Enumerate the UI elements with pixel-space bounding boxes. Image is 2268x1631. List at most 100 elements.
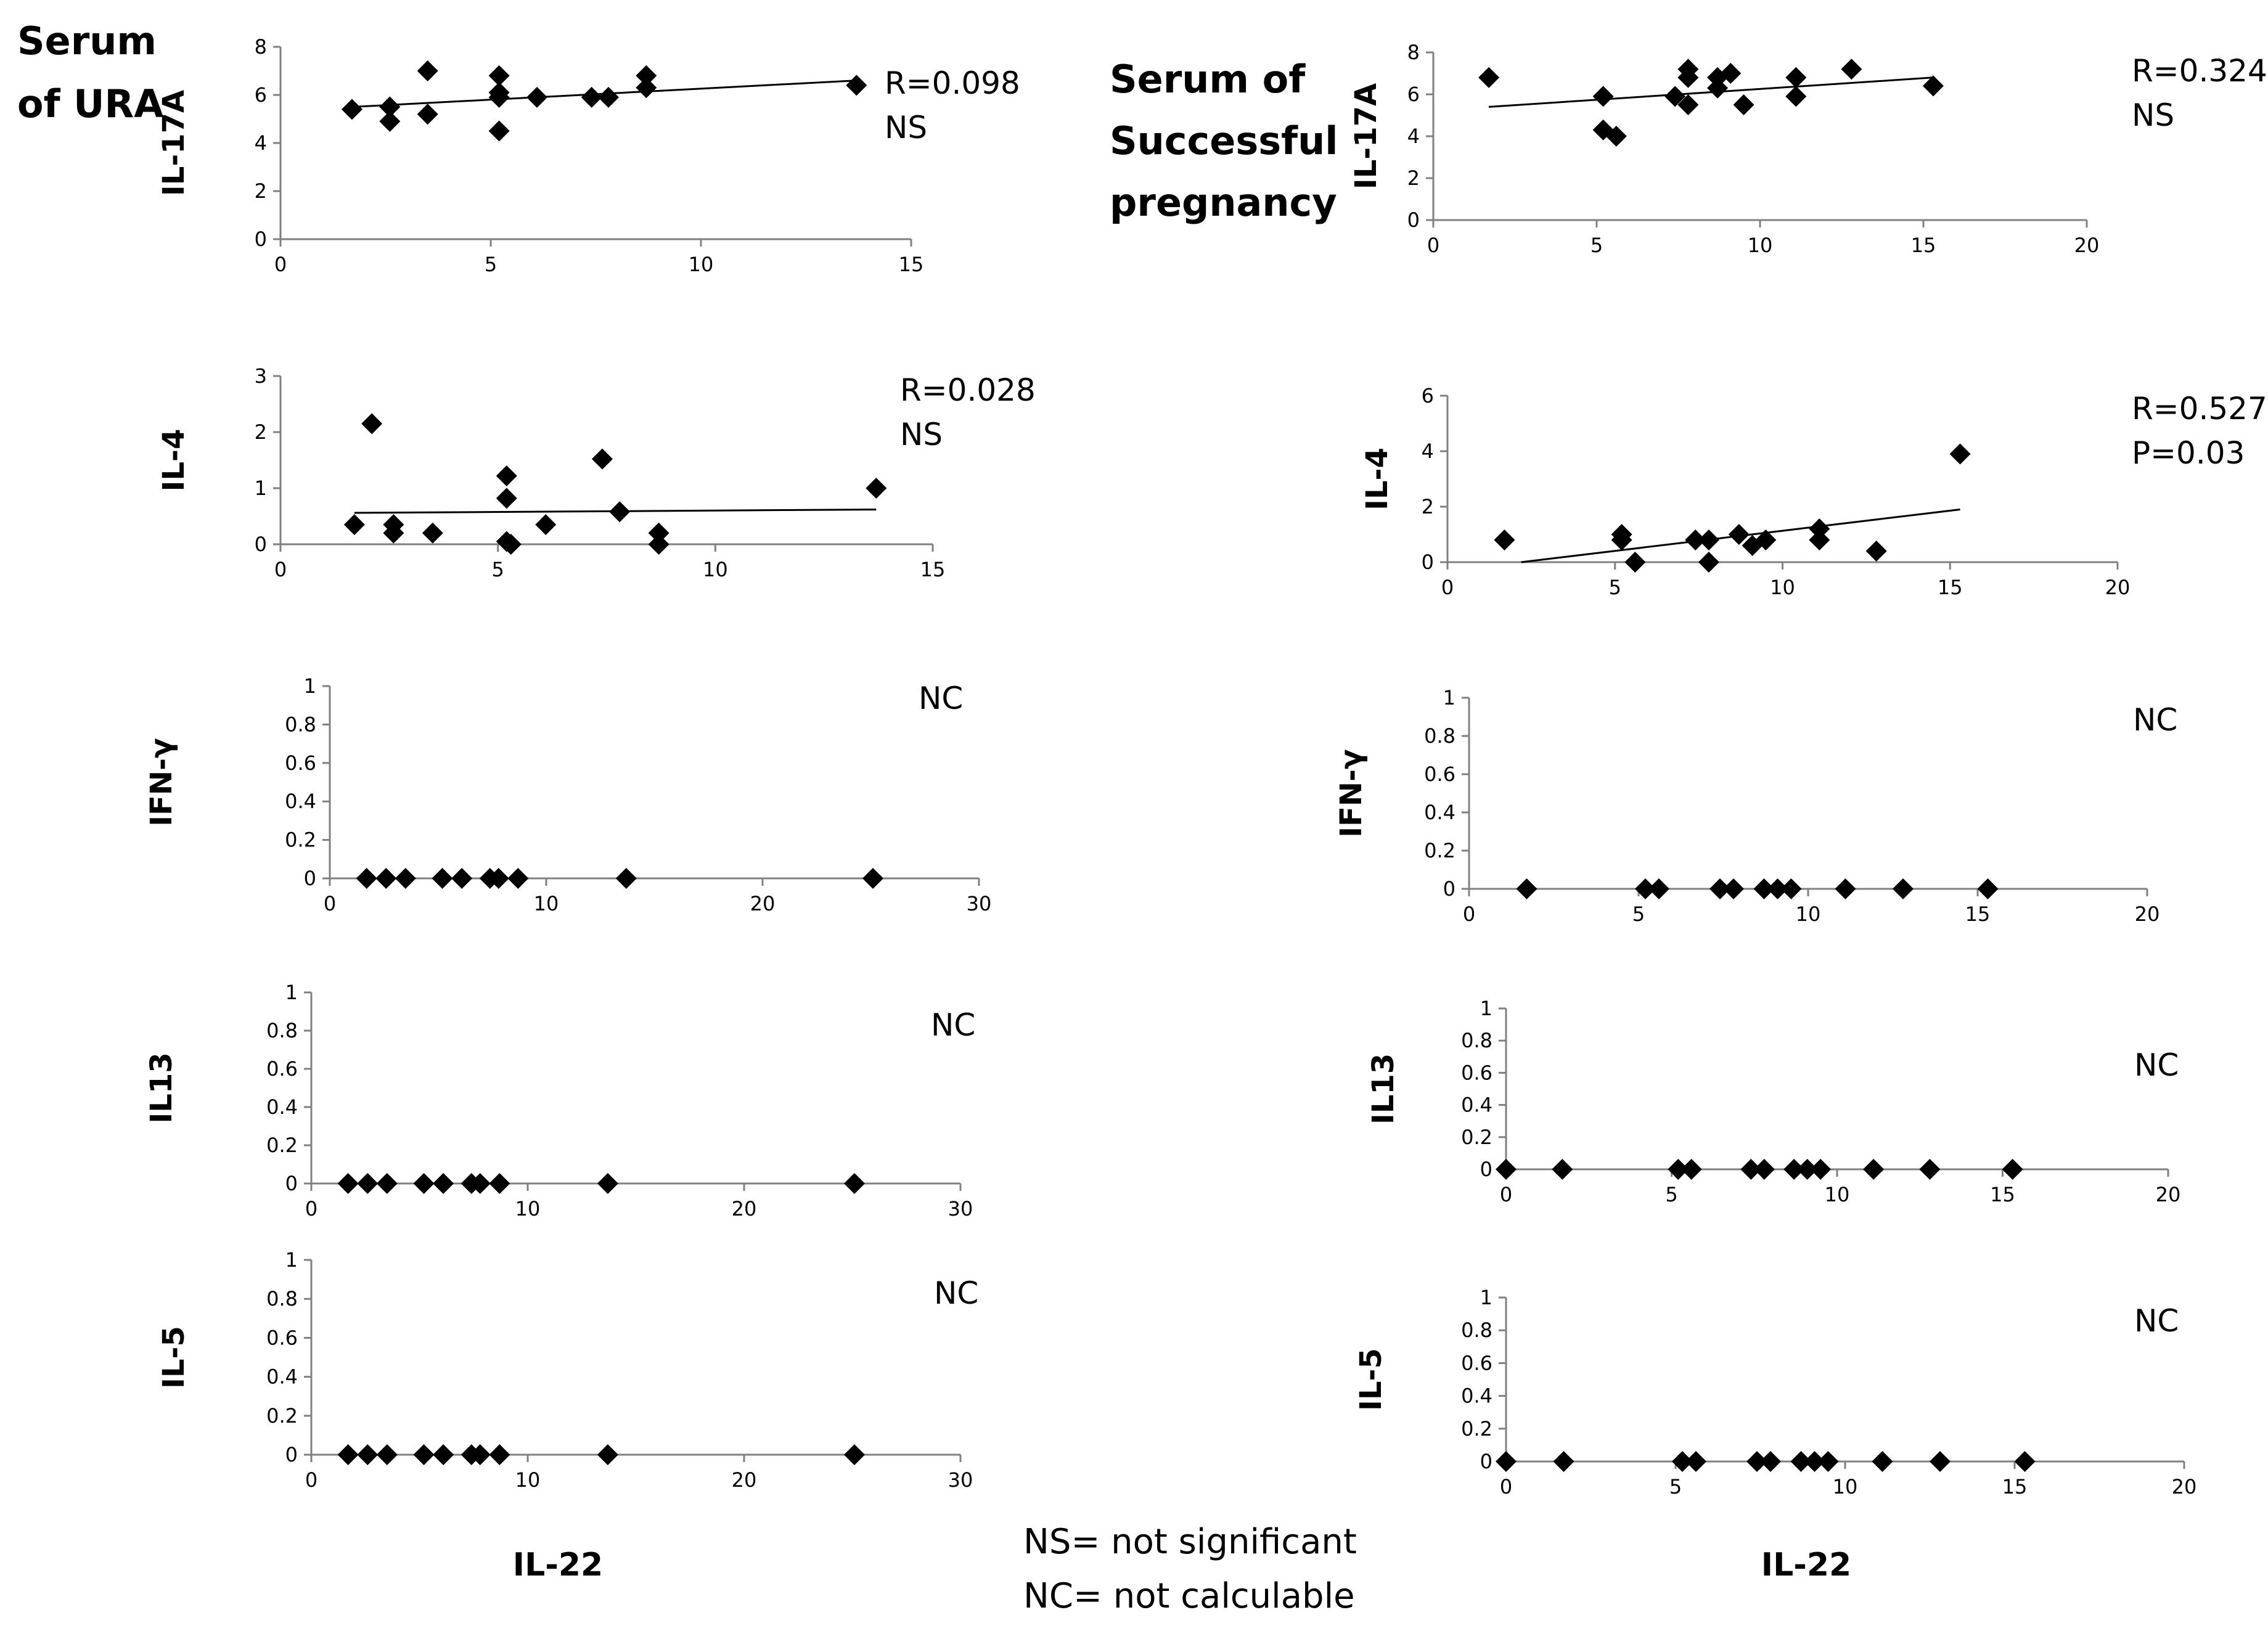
x-tick-label: 5 [1669,1475,1682,1498]
x-tick-label: 10 [1748,234,1773,257]
y-tick-label: 0.4 [1424,801,1455,824]
data-point [341,99,362,120]
data-point [526,86,548,108]
y-tick-label: 0 [285,1172,298,1195]
data-point [1746,1451,1767,1472]
x-tick-label: 10 [534,892,559,915]
group-title-right-line3: pregnancy [1110,180,1337,225]
stat-annotation: NS [885,110,927,145]
data-point [1767,878,1788,899]
data-point [1930,1451,1951,1472]
y-tick-label: 0 [1407,208,1420,232]
y-tick-label: 1 [255,476,267,500]
data-point [489,1173,510,1194]
y-axis-label: IL-17A [1349,83,1383,189]
data-point [488,868,509,889]
data-point [1624,552,1646,573]
y-tick-label: 2 [255,179,267,203]
y-tick-label: 2 [1407,166,1420,190]
data-point [375,868,397,889]
data-point [507,868,529,889]
data-point [609,501,631,523]
x-tick-label: 30 [948,1197,973,1220]
data-point [337,1444,359,1465]
y-axis-label: IL-4 [157,429,191,492]
y-tick-label: 0.2 [266,1134,298,1157]
data-point [1809,518,1830,539]
y-tick-label: 0.6 [285,751,316,775]
x-tick-label: 20 [2156,1183,2181,1206]
data-point [469,1444,491,1465]
stat-annotation: NS [900,417,943,452]
stat-annotation: NC [2134,1303,2179,1339]
data-point [496,488,517,509]
y-tick-label: 4 [255,131,267,155]
data-point [1755,529,1777,550]
stat-annotation: NC [2133,702,2177,738]
data-point [469,1173,491,1194]
data-point [1496,1159,1517,1180]
data-point [591,448,613,470]
y-tick-label: 0.8 [266,1019,298,1042]
data-point [451,868,473,889]
x-tick-label: 15 [1938,576,1963,599]
data-point [1863,1159,1885,1180]
panel-sp-ifng: 0 5 10 15 20 0 0.2 0.4 0.6 0.8 1 IFN-γ NC [1334,686,2177,926]
x-tick-label: 15 [1911,234,1936,257]
y-tick-label: 0 [1443,877,1455,901]
data-point [1677,67,1699,88]
y-axis-label: IFN-γ [144,738,179,826]
data-point [1780,878,1802,899]
y-tick-label: 0.6 [1461,1351,1492,1375]
data-point [1841,59,1862,80]
data-point [866,478,887,499]
data-point [1553,1451,1574,1472]
x-tick-label: 15 [920,558,946,581]
panel-ura-il5: 0 10 20 30 0 0.2 0.4 0.6 0.8 1 IL-5 NC [157,1248,978,1492]
x-tick-label: 30 [948,1468,973,1492]
y-tick-label: 0.8 [1461,1029,1492,1052]
data-point [636,65,657,86]
data-point [1648,878,1669,899]
y-tick-label: 0.8 [1461,1318,1492,1342]
data-point [846,75,867,96]
x-tick-label: 5 [1632,902,1645,926]
data-point [1817,1451,1839,1472]
x-tick-label: 10 [515,1197,541,1220]
data-point [433,1444,454,1465]
data-point [337,1173,359,1194]
data-point [488,120,510,142]
data-point [1753,1159,1775,1180]
x-tick-label: 20 [750,892,776,915]
x-tick-label: 0 [324,892,336,915]
y-tick-label: 0.2 [266,1404,298,1428]
data-point [2014,1451,2036,1472]
y-tick-label: 0 [1422,550,1434,574]
x-tick-label: 10 [1825,1183,1850,1206]
y-tick-label: 0.4 [1461,1093,1492,1117]
x-tick-label: 0 [1500,1183,1512,1206]
data-point [2002,1159,2023,1180]
data-point [1709,878,1730,899]
y-axis-label: IL-17A [157,90,191,196]
data-point [1677,94,1699,115]
y-tick-label: 8 [255,35,267,59]
y-tick-label: 0.4 [266,1095,298,1119]
y-axis-label: IFN-γ [1334,749,1369,837]
y-tick-label: 0.6 [1424,762,1455,786]
data-point [1809,529,1830,550]
y-tick-label: 6 [1407,83,1420,106]
data-point [1635,878,1656,899]
group-title-right-line1: Serum of [1110,57,1306,102]
data-point [343,514,365,536]
data-point [862,868,884,889]
data-point [648,534,669,555]
y-tick-label: 0 [304,867,316,890]
data-point [1810,1159,1832,1180]
stat-annotation: NC [919,681,963,716]
y-tick-label: 0.2 [1461,1126,1492,1149]
data-point [597,1173,618,1194]
y-tick-label: 1 [1480,997,1492,1020]
footnote-ns: NS= not significant [1023,1522,1357,1562]
data-point [1494,529,1515,550]
